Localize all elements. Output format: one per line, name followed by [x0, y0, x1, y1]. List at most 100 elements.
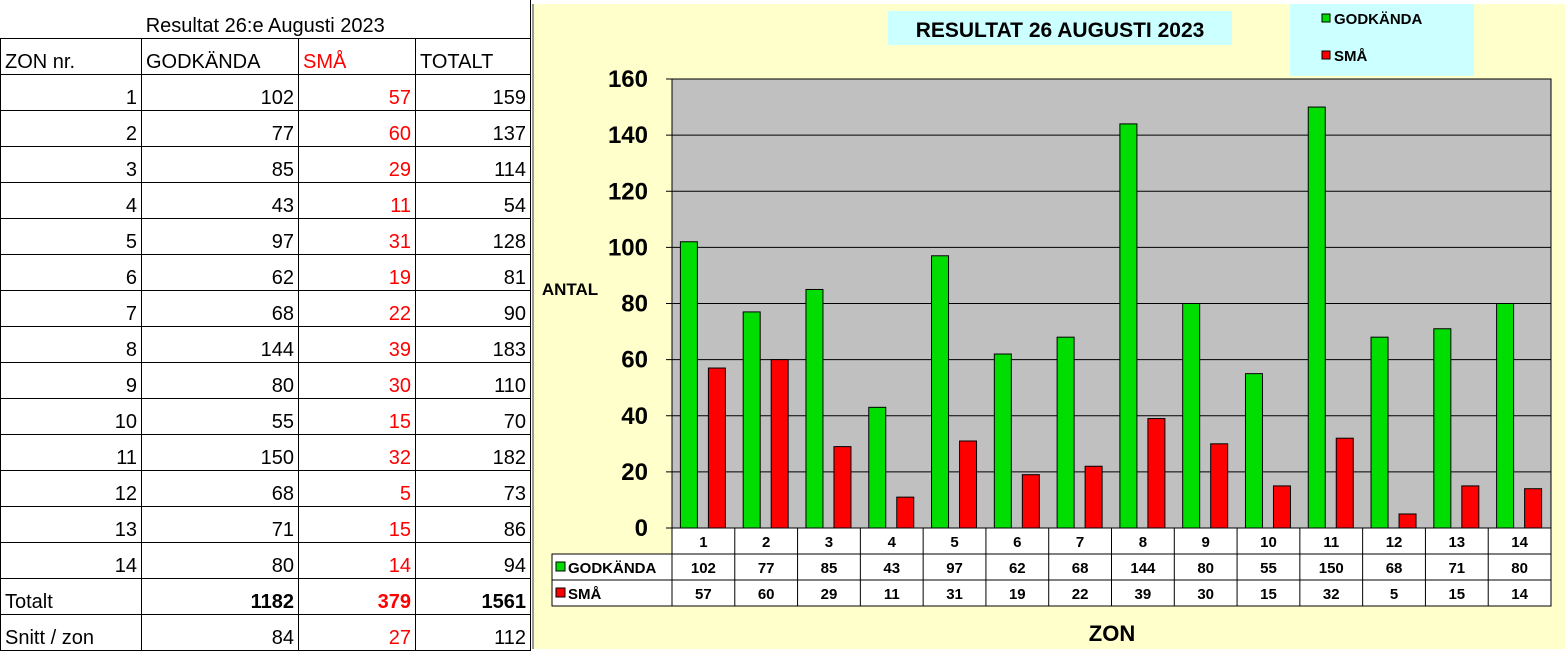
data-table-key-swatch	[555, 561, 566, 572]
x-tick-label: 10	[1260, 534, 1277, 551]
cell-godkanda: 71	[141, 505, 299, 543]
cell-zon: 10	[0, 397, 142, 435]
x-tick-label: 9	[1202, 534, 1210, 551]
x-tick-label: 1	[699, 534, 707, 551]
data-label-sma: 19	[1009, 586, 1026, 603]
chart-title: RESULTAT 26 AUGUSTI 2023	[916, 19, 1205, 42]
cell-sma: 15	[298, 505, 416, 543]
cell-godkanda: 85	[141, 145, 299, 183]
x-tick-label: 2	[762, 534, 770, 551]
cell-godkanda: 80	[141, 541, 299, 579]
cell-sma: 19	[298, 253, 416, 291]
data-table-series-name: GODKÄNDA	[568, 560, 656, 577]
bar-godkanda	[1307, 106, 1326, 529]
cell-totalt: 110	[415, 361, 531, 399]
y-tick-label: 40	[621, 403, 648, 430]
chart-panel: 0 20 40 60 80 100 120 140 160 ANTAL 1 102 57 2 77 60 3 85…	[532, 4, 1565, 649]
data-label-sma: 29	[821, 586, 838, 603]
cell-totalt: 182	[415, 433, 531, 471]
cell-zon: 11	[0, 433, 142, 471]
data-label-godkanda: 68	[1072, 560, 1089, 577]
cell-zon: 12	[0, 469, 142, 507]
data-label-godkanda: 80	[1197, 560, 1214, 577]
bar-godkanda	[805, 288, 824, 529]
legend-label: SMÅ	[1334, 48, 1368, 65]
cell-zon: 2	[0, 109, 142, 147]
y-tick-label: 20	[621, 459, 648, 486]
x-tick-label: 3	[825, 534, 833, 551]
bar-sma	[1084, 465, 1103, 529]
cell-totalt: 94	[415, 541, 531, 579]
table-row: 9 80 30 110	[0, 361, 531, 399]
x-tick-label: 13	[1448, 534, 1465, 551]
cell-godkanda: 144	[141, 325, 299, 363]
x-tick-label: 11	[1323, 534, 1339, 551]
cell-totalt: 73	[415, 469, 531, 507]
data-label-sma: 31	[946, 586, 963, 603]
bar-godkanda	[868, 406, 887, 529]
data-label-sma: 15	[1448, 586, 1465, 603]
cell-totalt: 90	[415, 289, 531, 327]
cell-godkanda: 77	[141, 109, 299, 147]
data-label-sma: 5	[1390, 586, 1398, 603]
table-title: Resultat 26:e Augusti 2023	[0, 0, 531, 39]
y-tick-label: 80	[621, 291, 648, 318]
cell-sma: 57	[298, 73, 416, 111]
cell-sma: 15	[298, 397, 416, 435]
bar-sma	[1210, 443, 1229, 529]
y-tick-label: 0	[635, 515, 648, 542]
bar-godkanda	[1056, 336, 1075, 529]
bar-sma	[1147, 418, 1166, 529]
bar-godkanda	[1370, 336, 1389, 529]
total-totalt: 1561	[415, 577, 531, 615]
data-label-sma: 39	[1135, 586, 1152, 603]
bar-godkanda	[1496, 303, 1515, 529]
average-label: Snitt / zon	[0, 613, 142, 651]
data-label-godkanda: 55	[1260, 560, 1277, 577]
results-table-panel: Resultat 26:e Augusti 2023 ZON nr. GODKÄ…	[0, 0, 531, 651]
cell-zon: 13	[0, 505, 142, 543]
cell-sma: 29	[298, 145, 416, 183]
cell-totalt: 183	[415, 325, 531, 363]
cell-godkanda: 62	[141, 253, 299, 291]
y-tick-label: 160	[608, 66, 648, 93]
cell-zon: 6	[0, 253, 142, 291]
data-label-sma: 32	[1323, 586, 1340, 603]
bar-sma	[1021, 474, 1040, 529]
cell-zon: 4	[0, 181, 142, 219]
table-row: 8 144 39 183	[0, 325, 531, 363]
bar-chart: 020406080100120140160ANTAL11025727760385…	[542, 4, 1552, 646]
cell-godkanda: 102	[141, 73, 299, 111]
header-godkanda: GODKÄNDA	[141, 37, 299, 75]
data-label-godkanda: 85	[821, 560, 838, 577]
table-row: 6 62 19 81	[0, 253, 531, 291]
data-label-sma: 15	[1260, 586, 1277, 603]
results-table: Resultat 26:e Augusti 2023 ZON nr. GODKÄ…	[0, 0, 531, 651]
data-label-sma: 60	[758, 586, 775, 603]
cell-sma: 22	[298, 289, 416, 327]
x-tick-label: 7	[1076, 534, 1084, 551]
bar-sma	[1398, 513, 1417, 529]
bar-sma	[833, 446, 852, 529]
cell-sma: 30	[298, 361, 416, 399]
cell-godkanda: 97	[141, 217, 299, 255]
data-label-sma: 11	[884, 586, 900, 603]
bar-godkanda	[742, 311, 761, 529]
data-label-godkanda: 150	[1319, 560, 1344, 577]
cell-sma: 11	[298, 181, 416, 219]
cell-totalt: 114	[415, 145, 531, 183]
data-label-godkanda: 77	[758, 560, 775, 577]
x-tick-label: 5	[950, 534, 958, 551]
bar-godkanda	[679, 241, 698, 529]
header-totalt: TOTALT	[415, 37, 531, 75]
total-godkanda: 1182	[141, 577, 299, 615]
table-row: 7 68 22 90	[0, 289, 531, 327]
table-row: 4 43 11 54	[0, 181, 531, 219]
cell-zon: 9	[0, 361, 142, 399]
cell-totalt: 70	[415, 397, 531, 435]
bar-godkanda	[1244, 373, 1263, 529]
cell-godkanda: 43	[141, 181, 299, 219]
cell-godkanda: 80	[141, 361, 299, 399]
x-tick-label: 6	[1013, 534, 1021, 551]
cell-godkanda: 68	[141, 469, 299, 507]
